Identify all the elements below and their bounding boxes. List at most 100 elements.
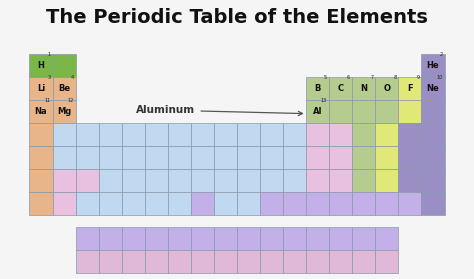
Bar bbox=[306, 192, 329, 215]
Bar bbox=[352, 77, 375, 100]
Bar bbox=[352, 146, 375, 169]
Bar bbox=[214, 169, 237, 192]
Bar bbox=[352, 250, 375, 273]
Bar bbox=[375, 250, 399, 273]
Text: Li: Li bbox=[37, 84, 45, 93]
Bar bbox=[283, 227, 306, 250]
Bar bbox=[421, 169, 445, 192]
Bar bbox=[99, 169, 122, 192]
Text: The Periodic Table of the Elements: The Periodic Table of the Elements bbox=[46, 8, 428, 27]
Bar bbox=[191, 192, 214, 215]
Bar bbox=[214, 192, 237, 215]
Bar bbox=[168, 250, 191, 273]
Bar bbox=[75, 169, 99, 192]
Text: Aluminum: Aluminum bbox=[137, 105, 302, 116]
Text: Ne: Ne bbox=[427, 84, 439, 93]
Bar bbox=[421, 123, 445, 146]
Bar bbox=[99, 227, 122, 250]
Text: Be: Be bbox=[58, 84, 70, 93]
Bar bbox=[329, 146, 352, 169]
Bar bbox=[375, 227, 399, 250]
Bar bbox=[53, 169, 75, 192]
Bar bbox=[191, 250, 214, 273]
Bar bbox=[375, 100, 399, 123]
Text: 8: 8 bbox=[393, 75, 396, 80]
Bar bbox=[375, 192, 399, 215]
Bar bbox=[122, 250, 145, 273]
Bar bbox=[29, 100, 53, 123]
Bar bbox=[214, 123, 237, 146]
Bar bbox=[145, 192, 168, 215]
Bar bbox=[53, 192, 75, 215]
Bar bbox=[283, 123, 306, 146]
Text: 6: 6 bbox=[347, 75, 350, 80]
Bar bbox=[375, 123, 399, 146]
Bar bbox=[168, 227, 191, 250]
Bar bbox=[53, 77, 75, 100]
Text: 2: 2 bbox=[439, 52, 442, 57]
Bar bbox=[329, 192, 352, 215]
Bar bbox=[168, 123, 191, 146]
Bar bbox=[260, 192, 283, 215]
Text: Al: Al bbox=[313, 107, 322, 116]
Bar bbox=[145, 123, 168, 146]
Bar bbox=[191, 227, 214, 250]
Bar bbox=[352, 192, 375, 215]
Bar bbox=[375, 146, 399, 169]
Bar bbox=[306, 100, 329, 123]
Bar bbox=[352, 169, 375, 192]
Bar bbox=[329, 169, 352, 192]
Bar bbox=[29, 54, 53, 77]
Bar bbox=[122, 146, 145, 169]
Bar bbox=[214, 250, 237, 273]
Text: N: N bbox=[360, 84, 367, 93]
Bar bbox=[191, 169, 214, 192]
Bar bbox=[329, 123, 352, 146]
Bar bbox=[237, 169, 260, 192]
Bar bbox=[75, 123, 99, 146]
Bar bbox=[399, 77, 421, 100]
Text: 12: 12 bbox=[67, 98, 73, 103]
Bar bbox=[29, 192, 53, 215]
Bar bbox=[168, 192, 191, 215]
Bar bbox=[283, 146, 306, 169]
Text: 7: 7 bbox=[370, 75, 374, 80]
Bar bbox=[306, 77, 329, 100]
Bar bbox=[168, 169, 191, 192]
Bar bbox=[122, 227, 145, 250]
Bar bbox=[99, 146, 122, 169]
Bar bbox=[145, 169, 168, 192]
Bar bbox=[352, 227, 375, 250]
Bar bbox=[237, 123, 260, 146]
Bar bbox=[237, 192, 260, 215]
Bar bbox=[421, 146, 445, 169]
Bar bbox=[329, 100, 352, 123]
Bar bbox=[399, 100, 421, 123]
Text: B: B bbox=[315, 84, 321, 93]
Text: Na: Na bbox=[35, 107, 47, 116]
Bar bbox=[75, 250, 99, 273]
Bar bbox=[352, 100, 375, 123]
Bar bbox=[145, 146, 168, 169]
Bar bbox=[214, 227, 237, 250]
Bar bbox=[29, 169, 53, 192]
Bar bbox=[29, 77, 53, 100]
Bar bbox=[122, 123, 145, 146]
Bar bbox=[75, 146, 99, 169]
Text: 10: 10 bbox=[436, 75, 442, 80]
Bar bbox=[421, 100, 445, 123]
Text: 13: 13 bbox=[321, 98, 327, 103]
Bar bbox=[53, 54, 75, 77]
Text: He: He bbox=[427, 61, 439, 70]
Bar bbox=[283, 250, 306, 273]
Bar bbox=[399, 192, 421, 215]
Bar bbox=[191, 146, 214, 169]
Bar bbox=[375, 77, 399, 100]
Text: 5: 5 bbox=[324, 75, 327, 80]
Bar bbox=[375, 169, 399, 192]
Bar bbox=[329, 227, 352, 250]
Bar bbox=[237, 146, 260, 169]
Bar bbox=[306, 227, 329, 250]
Bar bbox=[260, 227, 283, 250]
Text: Mg: Mg bbox=[57, 107, 71, 116]
